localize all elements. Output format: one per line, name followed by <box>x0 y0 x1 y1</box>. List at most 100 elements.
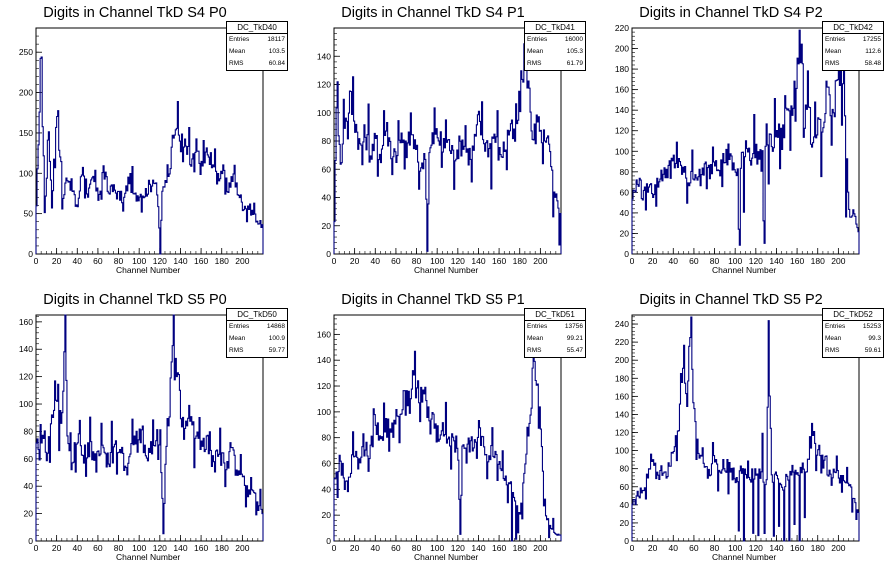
chart-title: Digits in Channel TkD S5 P1 <box>341 292 525 308</box>
x-tick-label: 40 <box>73 256 83 266</box>
x-tick-label: 80 <box>114 543 124 553</box>
x-tick-label: 200 <box>533 256 547 266</box>
stats-row-mean: Mean 105.3 <box>525 46 585 58</box>
x-tick-label: 80 <box>412 543 422 553</box>
stats-value: 103.5 <box>268 48 285 55</box>
y-tick-label: 40 <box>620 500 630 510</box>
x-tick-label: 80 <box>412 256 422 266</box>
stats-row-rms: RMS 58.48 <box>823 58 883 70</box>
y-tick-label: 180 <box>615 373 629 383</box>
stats-row-entries: Entries 17255 <box>823 34 883 46</box>
x-tick-label: 80 <box>114 256 124 266</box>
histogram-svg: 0 50 100 150 200 250 0 20 40 60 80 100 120 140 160 180 2… <box>19 27 264 266</box>
stats-value: 17255 <box>862 36 881 43</box>
stats-key: Mean <box>527 48 544 55</box>
histogram-svg: 0 20 40 60 80 100 120 140 0 20 40 60 80 100 120 140 160 1… <box>317 27 562 266</box>
stats-box: DC_TkD51 Entries 13756 Mean 99.21 RMS 55.47 <box>524 308 586 358</box>
chart-title: Digits in Channel TkD S5 P0 <box>43 292 227 308</box>
stats-value: 112.6 <box>865 48 881 55</box>
x-tick-label: 80 <box>710 543 720 553</box>
y-tick-label: 140 <box>317 355 331 365</box>
histogram-series-line <box>35 314 264 541</box>
stats-row-mean: Mean 112.6 <box>823 46 883 58</box>
y-tick-label: 0 <box>326 249 331 259</box>
histogram-series-line <box>631 29 860 254</box>
histogram-panel-5: Digits in Channel TkD S5 P2 0 20 40 60 80 100 1… <box>596 287 894 574</box>
stats-row-rms: RMS 59.77 <box>227 345 287 357</box>
x-tick-label: 0 <box>630 256 635 266</box>
stats-value: 61.79 <box>566 60 583 67</box>
stats-row-mean: Mean 99.21 <box>525 333 585 345</box>
y-tick-label: 60 <box>322 164 332 174</box>
y-tick-label: 20 <box>322 221 332 231</box>
stats-name: DC_TkD50 <box>227 309 287 321</box>
stats-key: RMS <box>825 60 840 67</box>
y-tick-label: 120 <box>317 80 331 90</box>
x-tick-label: 180 <box>513 543 527 553</box>
y-tick-label: 60 <box>620 187 630 197</box>
y-tick-label: 100 <box>19 399 33 409</box>
y-tick-label: 160 <box>615 391 629 401</box>
histogram-series-line <box>333 42 562 254</box>
y-tick-label: 200 <box>615 44 629 54</box>
y-tick-label: 40 <box>24 481 34 491</box>
x-tick-label: 200 <box>831 543 845 553</box>
chart-title: Digits in Channel TkD S4 P1 <box>341 5 525 21</box>
x-axis-label: Channel Number <box>116 265 181 275</box>
x-tick-label: 200 <box>533 543 547 553</box>
stats-key: RMS <box>825 347 840 354</box>
x-axis-label: Channel Number <box>116 552 181 562</box>
x-tick-label: 20 <box>350 256 360 266</box>
x-tick-label: 60 <box>93 543 103 553</box>
stats-row-entries: Entries 18117 <box>227 34 287 46</box>
x-tick-label: 120 <box>451 543 465 553</box>
x-tick-label: 120 <box>749 543 763 553</box>
x-tick-label: 120 <box>153 543 167 553</box>
stats-key: Mean <box>527 335 544 342</box>
stats-value: 16000 <box>564 36 583 43</box>
stats-value: 99.21 <box>566 335 583 342</box>
y-tick-label: 60 <box>322 459 332 469</box>
y-tick-label: 40 <box>322 484 332 494</box>
stats-box: DC_TkD50 Entries 14868 Mean 100.9 RMS 59.77 <box>226 308 288 358</box>
y-tick-label: 140 <box>615 105 629 115</box>
stats-key: Entries <box>229 36 250 43</box>
x-axis-label: Channel Number <box>414 265 479 275</box>
y-tick-label: 120 <box>615 428 629 438</box>
y-tick-label: 140 <box>19 344 33 354</box>
x-tick-label: 160 <box>194 543 208 553</box>
x-tick-label: 140 <box>471 543 485 553</box>
x-tick-label: 20 <box>350 543 360 553</box>
x-tick-label: 160 <box>492 256 506 266</box>
stats-row-entries: Entries 14868 <box>227 321 287 333</box>
x-tick-label: 100 <box>430 256 444 266</box>
stats-value: 59.77 <box>268 347 285 354</box>
x-tick-label: 0 <box>332 543 337 553</box>
x-tick-label: 60 <box>93 256 103 266</box>
x-tick-label: 20 <box>648 543 658 553</box>
y-tick-label: 200 <box>615 355 629 365</box>
stats-key: Mean <box>229 48 246 55</box>
chart-title: Digits in Channel TkD S5 P2 <box>639 292 823 308</box>
stats-value: 105.3 <box>566 48 583 55</box>
y-tick-label: 80 <box>24 426 34 436</box>
stats-row-entries: Entries 15253 <box>823 321 883 333</box>
x-tick-label: 0 <box>630 543 635 553</box>
x-tick-label: 60 <box>689 256 699 266</box>
y-tick-label: 40 <box>620 208 630 218</box>
y-tick-label: 40 <box>322 193 332 203</box>
x-tick-label: 140 <box>769 543 783 553</box>
stats-key: Mean <box>825 48 842 55</box>
y-tick-label: 140 <box>317 51 331 61</box>
x-tick-label: 120 <box>749 256 763 266</box>
y-tick-label: 100 <box>317 407 331 417</box>
y-tick-label: 180 <box>615 64 629 74</box>
x-tick-label: 180 <box>811 543 825 553</box>
x-tick-label: 160 <box>790 256 804 266</box>
x-tick-label: 40 <box>371 543 381 553</box>
stats-key: Mean <box>229 335 246 342</box>
x-axis-label: Channel Number <box>712 552 777 562</box>
y-tick-label: 0 <box>624 249 629 259</box>
y-tick-label: 60 <box>24 454 34 464</box>
x-tick-label: 40 <box>669 543 679 553</box>
